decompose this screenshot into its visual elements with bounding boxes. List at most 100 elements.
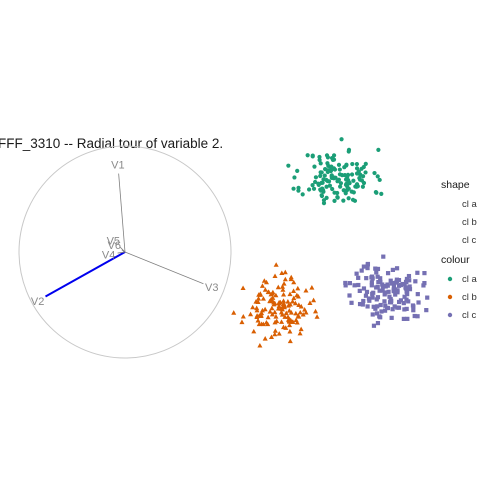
data-point bbox=[333, 175, 338, 180]
data-point bbox=[375, 274, 380, 279]
data-point bbox=[319, 170, 324, 175]
data-point bbox=[296, 188, 301, 193]
data-point bbox=[309, 285, 315, 290]
data-point bbox=[282, 314, 288, 319]
data-point bbox=[391, 284, 397, 289]
data-point bbox=[349, 172, 355, 177]
data-point bbox=[406, 273, 412, 279]
data-point bbox=[388, 296, 393, 302]
data-point bbox=[382, 308, 388, 313]
data-point bbox=[325, 155, 331, 160]
data-point bbox=[254, 307, 260, 313]
data-point bbox=[385, 271, 391, 276]
data-point bbox=[347, 281, 353, 286]
data-point bbox=[272, 328, 278, 333]
data-point bbox=[256, 296, 262, 301]
legend-shape-label-c: cl c bbox=[462, 235, 477, 246]
data-point bbox=[407, 278, 412, 283]
legend-colour-key-c bbox=[447, 312, 453, 318]
data-point bbox=[307, 300, 313, 305]
data-point bbox=[265, 314, 271, 320]
data-point bbox=[349, 189, 354, 194]
data-point bbox=[279, 306, 285, 312]
data-point bbox=[357, 175, 362, 181]
data-point bbox=[294, 320, 300, 325]
data-point bbox=[410, 303, 416, 308]
data-point bbox=[395, 290, 400, 295]
data-point bbox=[303, 287, 309, 293]
data-point bbox=[377, 177, 382, 183]
data-point bbox=[354, 161, 360, 167]
data-point bbox=[267, 309, 273, 314]
data-point bbox=[395, 305, 400, 310]
data-point bbox=[364, 289, 370, 295]
data-point bbox=[370, 276, 375, 281]
data-point bbox=[425, 295, 430, 300]
data-point bbox=[363, 161, 368, 166]
data-point bbox=[273, 262, 279, 267]
data-point bbox=[389, 281, 394, 286]
data-point bbox=[415, 314, 420, 319]
data-point bbox=[350, 161, 355, 167]
data-point bbox=[372, 170, 377, 176]
unit-circle bbox=[18, 145, 232, 359]
data-point bbox=[282, 276, 288, 282]
data-point bbox=[291, 295, 297, 301]
data-point bbox=[276, 331, 282, 336]
data-point bbox=[412, 313, 417, 319]
data-point bbox=[280, 298, 287, 303]
data-point bbox=[312, 164, 317, 169]
data-point bbox=[293, 317, 299, 322]
legend-colour-title: colour bbox=[441, 254, 470, 266]
data-point bbox=[294, 292, 300, 298]
data-point bbox=[295, 285, 301, 291]
data-point bbox=[291, 186, 296, 191]
data-point bbox=[273, 292, 279, 298]
data-point bbox=[280, 287, 286, 292]
data-point bbox=[413, 279, 418, 284]
data-point bbox=[374, 297, 379, 302]
data-point bbox=[255, 299, 261, 304]
data-point bbox=[321, 198, 327, 203]
data-point bbox=[396, 283, 402, 288]
data-point bbox=[402, 282, 407, 287]
data-point bbox=[355, 184, 360, 189]
data-point bbox=[270, 295, 276, 300]
data-point bbox=[257, 342, 263, 348]
data-point bbox=[321, 201, 327, 206]
data-point bbox=[287, 328, 293, 334]
data-point bbox=[318, 173, 323, 179]
data-point bbox=[354, 166, 360, 171]
legend-colour-label-b: cl b bbox=[462, 292, 477, 303]
data-point bbox=[398, 298, 404, 303]
legend-colour-label-a: cl a bbox=[462, 274, 478, 285]
data-point bbox=[401, 316, 406, 321]
data-point bbox=[402, 294, 407, 299]
data-point bbox=[295, 168, 300, 173]
data-point bbox=[361, 286, 367, 291]
data-point bbox=[415, 292, 420, 297]
data-point bbox=[272, 273, 278, 278]
data-point bbox=[343, 280, 348, 286]
data-point bbox=[324, 184, 329, 189]
data-point bbox=[287, 338, 293, 344]
data-point bbox=[330, 186, 335, 192]
data-point bbox=[279, 284, 286, 289]
data-point bbox=[360, 184, 365, 189]
data-point bbox=[320, 180, 325, 185]
data-point bbox=[305, 153, 310, 158]
data-point bbox=[344, 188, 350, 193]
data-point bbox=[373, 306, 378, 311]
data-point bbox=[269, 311, 275, 317]
data-point bbox=[240, 285, 246, 291]
data-point bbox=[388, 300, 394, 305]
data-point bbox=[275, 284, 281, 290]
data-point bbox=[251, 328, 257, 334]
data-point bbox=[364, 276, 369, 281]
data-point bbox=[403, 285, 408, 290]
data-point bbox=[310, 154, 315, 159]
data-point bbox=[331, 157, 337, 162]
data-point bbox=[361, 298, 366, 304]
data-point bbox=[405, 292, 410, 297]
data-point bbox=[394, 277, 399, 282]
